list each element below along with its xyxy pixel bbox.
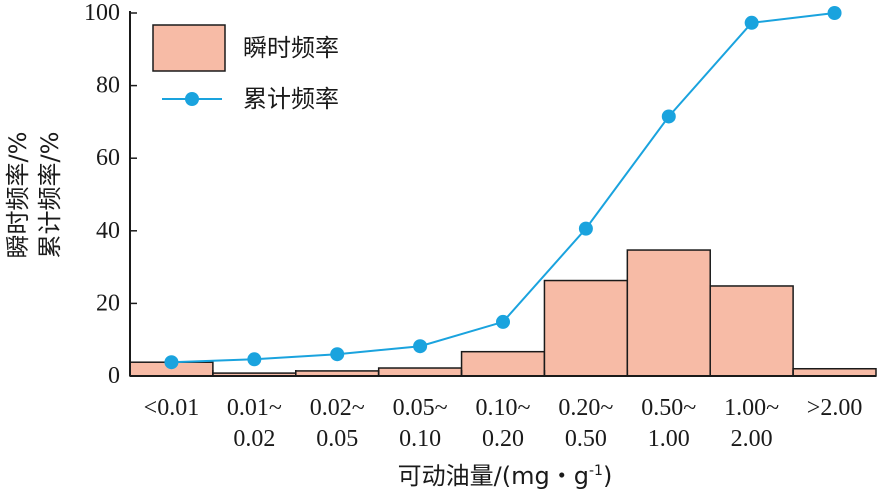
x-tick-label-6-line2: 1.00 bbox=[648, 426, 690, 452]
x-tick-label-8: >2.00 bbox=[807, 395, 863, 421]
bar-3 bbox=[377, 367, 463, 377]
legend-bar-label: 瞬时频率 bbox=[243, 34, 339, 62]
x-tick-label-5-line2: 0.50 bbox=[565, 426, 607, 452]
x-tick-label-3-line2: 0.10 bbox=[399, 426, 441, 452]
bar-6 bbox=[626, 249, 711, 377]
cumulative-point-6 bbox=[661, 109, 676, 124]
axes-layer: 0 20 40 60 80 100 bbox=[84, 0, 876, 389]
cumulative-point-8 bbox=[827, 6, 842, 20]
y-tick-label-1: 20 bbox=[96, 290, 120, 316]
bar-8 bbox=[792, 367, 877, 377]
x-tick-label-7: 1.00~ bbox=[724, 395, 779, 421]
x-tick-label-7-line2: 2.00 bbox=[731, 426, 773, 452]
y-tick-label-4: 80 bbox=[96, 73, 120, 99]
x-tick-label-3: 0.05~ bbox=[393, 395, 448, 421]
x-axis-title: 可动油量/(mg・g-1) bbox=[398, 462, 613, 490]
legend-line-label: 累计频率 bbox=[243, 85, 339, 113]
cumulative-point-2 bbox=[330, 347, 345, 362]
cumulative-point-5 bbox=[578, 221, 593, 236]
x-tick-label-2-line2: 0.05 bbox=[316, 426, 358, 452]
legend-bar-swatch bbox=[152, 24, 226, 72]
y-tick-label-3: 60 bbox=[96, 145, 120, 171]
cumulative-point-3 bbox=[413, 339, 428, 354]
x-tick-label-5: 0.20~ bbox=[558, 395, 613, 421]
cumulative-point-1 bbox=[247, 352, 262, 367]
cumulative-point-0 bbox=[164, 355, 179, 370]
labels-layer: <0.01 0.01~ 0.02 0.02~ 0.05 0.05~ 0.10 0.10~ 0.2… bbox=[4, 132, 862, 490]
bars-layer bbox=[129, 249, 877, 377]
x-tick-label-2: 0.02~ bbox=[310, 395, 365, 421]
x-tick-label-0: <0.01 bbox=[144, 395, 200, 421]
y-tick-label-2: 40 bbox=[96, 218, 120, 244]
cumulative-point-4 bbox=[496, 314, 510, 329]
x-tick-label-4-line2: 0.20 bbox=[482, 426, 524, 452]
x-tick-label-4: 0.10~ bbox=[476, 395, 531, 421]
y-axis-title-1: 瞬时频率/% bbox=[4, 132, 32, 259]
legend-line-marker bbox=[185, 92, 199, 106]
bar-4 bbox=[460, 350, 546, 377]
y-tick-label-0: 0 bbox=[108, 363, 120, 389]
line-layer bbox=[164, 6, 842, 370]
y-tick-label-5: 100 bbox=[84, 0, 120, 26]
cumulative-point-7 bbox=[744, 15, 759, 30]
y-axis-title-2: 累计频率/% bbox=[36, 132, 64, 259]
x-tick-label-1-line2: 0.02 bbox=[233, 426, 275, 452]
bar-7 bbox=[709, 285, 794, 377]
x-tick-label-6: 0.50~ bbox=[641, 395, 696, 421]
x-tick-label-1: 0.01~ bbox=[227, 395, 282, 421]
bar-5 bbox=[543, 279, 629, 377]
